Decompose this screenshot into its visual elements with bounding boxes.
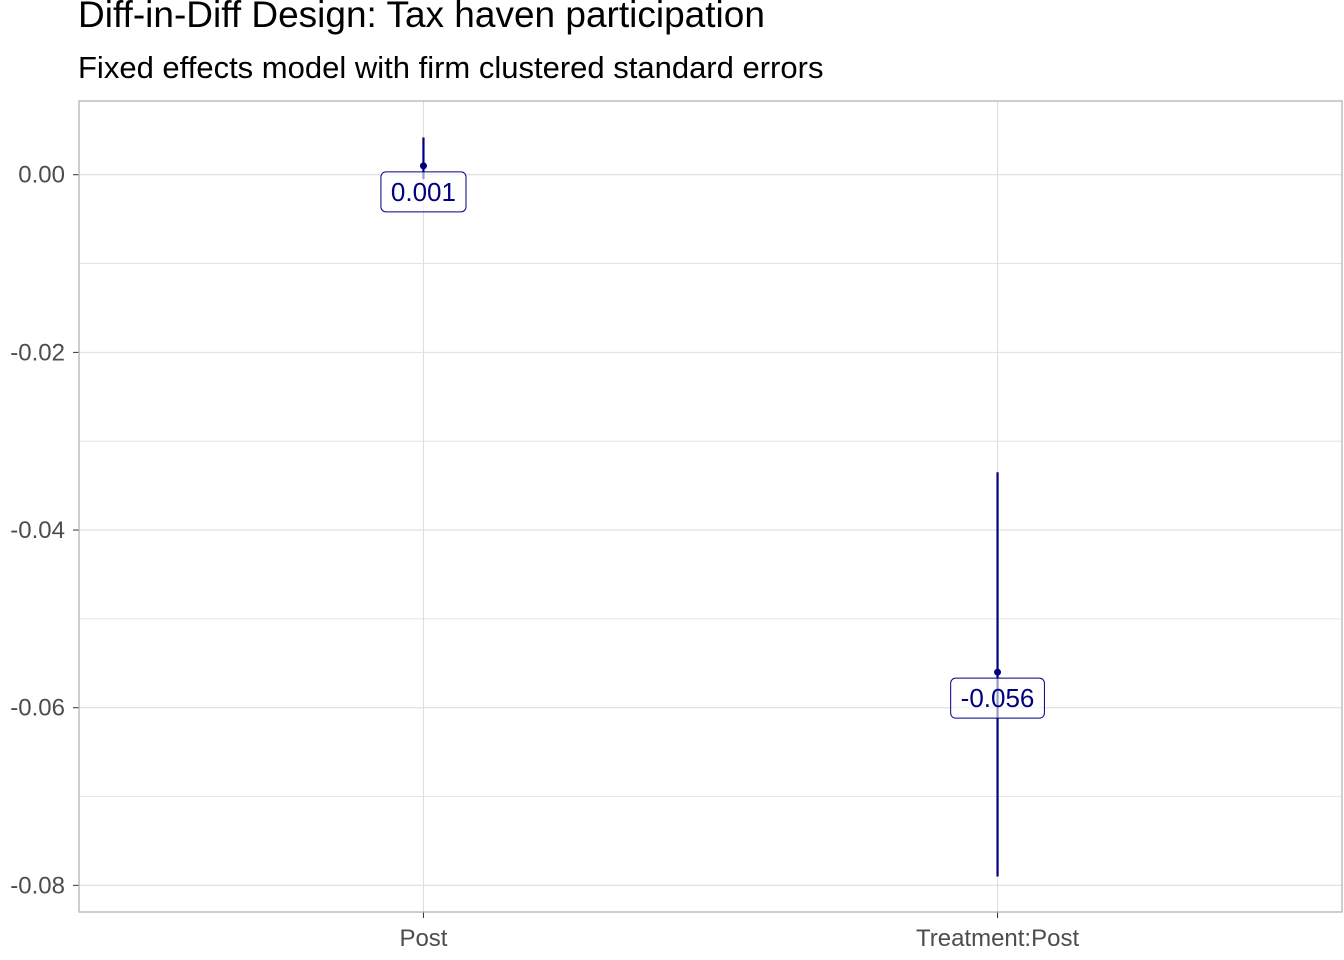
estimate-point	[994, 668, 1002, 676]
estimate-label-text: 0.001	[391, 177, 456, 207]
y-tick-label: -0.06	[10, 695, 65, 722]
y-tick-label: 0.00	[18, 162, 65, 189]
estimate-label-text: -0.056	[961, 683, 1035, 713]
estimate-label-box	[950, 677, 1045, 719]
estimate-label: -0.056	[950, 677, 1045, 719]
chart-subtitle: Fixed effects model with firm clustered …	[78, 50, 824, 85]
estimate-label-box	[380, 171, 467, 213]
panel-border	[78, 100, 1343, 913]
x-tick-label: Treatment:Post	[916, 925, 1080, 952]
chart-title: Diff-in-Diff Design: Tax haven participa…	[78, 0, 765, 35]
y-tick-label: -0.02	[10, 339, 65, 366]
x-tick-label: Post	[399, 925, 447, 952]
estimate-point	[419, 162, 427, 170]
grid-lines	[79, 101, 1342, 912]
y-tick-label: -0.04	[10, 517, 65, 544]
axes: 0.00 -0.02 -0.04 -0.06 -0.08 Post Treatment:Po…	[10, 162, 1079, 952]
y-tick-label: -0.08	[10, 872, 65, 899]
estimate-label: 0.001	[380, 171, 467, 213]
coefficient-marks: 0.001 -0.056	[380, 137, 1045, 877]
